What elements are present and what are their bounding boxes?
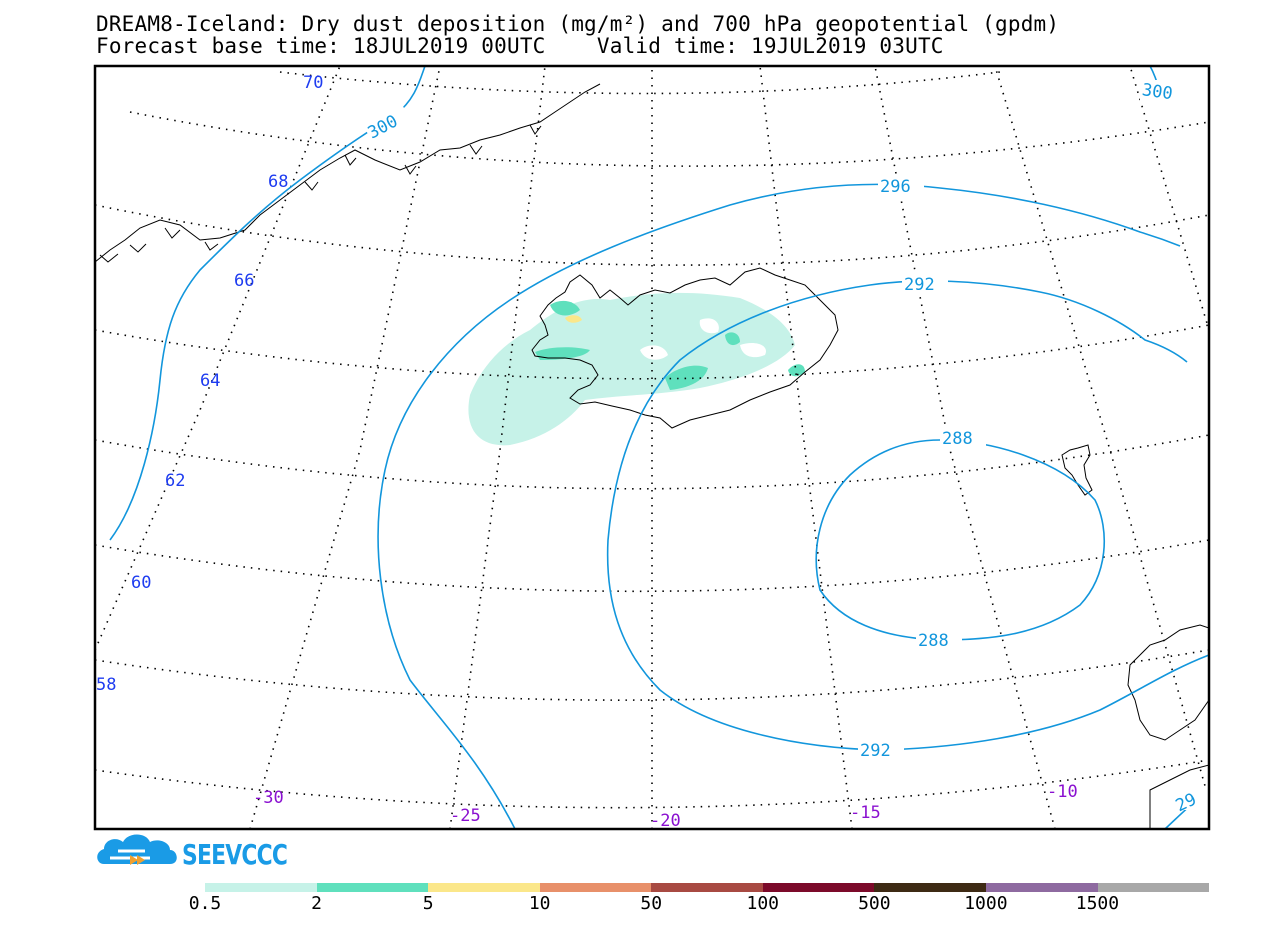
coast-greenland-east — [95, 83, 601, 263]
meridian-25 — [449, 66, 546, 829]
meridian-5 — [994, 66, 1209, 801]
colorbar-label: 100 — [746, 893, 780, 914]
meridian-35 — [95, 66, 341, 651]
contour-label-292b: 292 — [860, 741, 891, 761]
dust-area-medium-4 — [725, 332, 740, 346]
dust-area-medium-5 — [788, 364, 805, 377]
contour-label-300b: 300 — [1141, 80, 1174, 104]
colorbar-label: 2 — [311, 893, 322, 914]
coast-faroe — [1061, 444, 1093, 496]
parallel-66 — [95, 204, 1209, 266]
coastlines — [95, 83, 1209, 829]
map-panel: 300 300 296 292 292 288 288 29 70 68 66 … — [95, 66, 1209, 831]
lat-label-66: 66 — [234, 271, 254, 291]
dust-area-medium-1 — [665, 365, 708, 390]
colorbar-segment — [316, 883, 429, 892]
lon-gridlines — [95, 66, 1209, 829]
meridian-0 — [1129, 66, 1209, 331]
lat-label-62: 62 — [165, 471, 185, 491]
colorbar-label: 0.5 — [188, 893, 222, 914]
parallel-68 — [129, 111, 1209, 167]
lat-label-70: 70 — [303, 73, 323, 93]
colorbar-segment — [539, 883, 652, 892]
colorbar-label: 500 — [858, 893, 891, 914]
colorbar-segment — [985, 883, 1098, 892]
colorbar-segment — [1097, 883, 1210, 892]
colorbar-label: 5 — [422, 893, 434, 914]
lon-label-25: -25 — [450, 806, 481, 826]
title-line-2: Forecast base time: 18JUL2019 00UTC Vali… — [96, 34, 944, 58]
coast-greenland-fjords — [99, 124, 542, 263]
colorbar-label: 10 — [528, 893, 551, 914]
contour-292 — [606, 280, 1209, 751]
contour-label-288b: 288 — [918, 631, 949, 651]
parallel-64 — [95, 324, 1209, 380]
lat-gridlines — [95, 71, 1209, 809]
contour-label-296: 296 — [880, 177, 911, 197]
colorbar-segment — [428, 883, 540, 892]
contour-labels: 300 300 296 292 292 288 288 29 — [362, 80, 1209, 816]
colorbar-label: 1000 — [964, 893, 1008, 914]
lat-label-64: 64 — [200, 371, 220, 391]
map-frame — [93, 64, 1211, 831]
meridian-15 — [759, 66, 853, 829]
latitude-labels: 70 68 66 64 62 60 58 — [96, 73, 323, 695]
lon-label-20: -20 — [650, 811, 681, 831]
lon-label-15: -15 — [850, 803, 881, 823]
lat-label-68: 68 — [268, 172, 288, 192]
parallel-58 — [95, 649, 1209, 701]
colorbar-segment — [651, 883, 763, 892]
longitude-labels: -30 -25 -20 -15 -10 — [253, 782, 1078, 831]
title-line-1: DREAM8-Iceland: Dry dust deposition (mg/… — [96, 12, 1060, 36]
dust-area-medium-3 — [550, 300, 580, 316]
parallel-70 — [279, 71, 1001, 95]
cloud-logo-icon — [97, 834, 177, 865]
colorbar-label: 50 — [640, 893, 663, 914]
colorbar-label: 1500 — [1075, 893, 1120, 914]
parallel-60 — [95, 539, 1209, 593]
lon-label-10: -10 — [1047, 782, 1078, 802]
lat-label-58: 58 — [96, 675, 116, 695]
dust-area-high — [565, 315, 582, 323]
contour-label-292a: 292 — [904, 275, 935, 295]
coast-scotland — [1127, 624, 1209, 829]
lat-label-60: 60 — [131, 573, 151, 593]
colorbar-segment — [874, 883, 986, 892]
dust-area-light — [468, 292, 795, 446]
logo-text: SEEVCCC — [182, 838, 288, 871]
colorbar-segment — [762, 883, 875, 892]
colorbar — [205, 883, 1210, 892]
contour-288 — [815, 439, 1105, 641]
contour-label-288a: 288 — [942, 429, 973, 449]
lon-label-30: -30 — [253, 788, 284, 808]
colorbar-segment — [205, 883, 317, 892]
contour-296 — [377, 183, 1181, 829]
parallel-62 — [95, 434, 1209, 490]
coast-iceland — [531, 267, 839, 429]
dust-area-medium-2 — [535, 347, 590, 360]
